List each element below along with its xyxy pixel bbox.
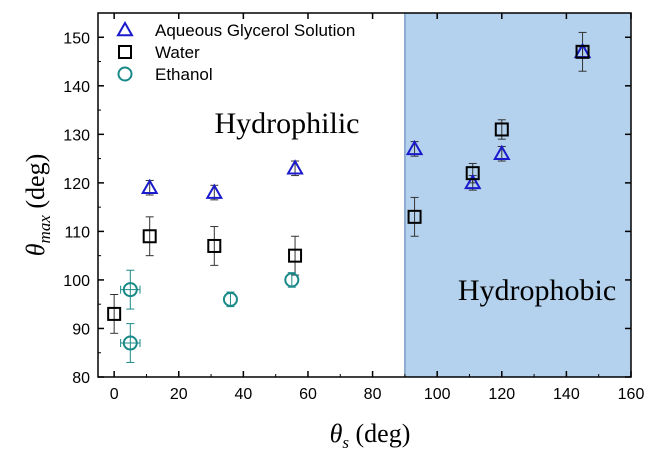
legend-water-marker <box>118 45 132 59</box>
y-tick-label: 80 <box>72 370 90 387</box>
aqueous-glycerol-solution-point <box>286 159 304 175</box>
x-axis-label-symbol: θ <box>330 419 343 448</box>
aqueous-glycerol-solution-point <box>205 183 224 199</box>
aqueous-glycerol-solution-point <box>493 144 511 160</box>
x-axis-label-subscript: s <box>342 433 349 449</box>
ethanol-point <box>284 272 300 288</box>
legend-aqueous-glycerol-solution-marker <box>116 20 134 37</box>
legend-ethanol-label: Ethanol <box>155 65 213 84</box>
y-axis-label-symbol: θ <box>21 243 50 256</box>
water-point <box>465 166 480 181</box>
y-tick-label: 110 <box>64 224 90 241</box>
legend: Aqueous Glycerol Solution Water Ethanol <box>116 20 355 84</box>
points-layer <box>107 42 592 351</box>
legend-ethanol-marker <box>117 66 133 82</box>
ethanol-point <box>122 282 138 298</box>
aqueous-glycerol-solution-point <box>405 139 424 156</box>
region-labels-layer: Hydrophilic Hydrophobic <box>215 107 617 307</box>
y-axis-label-unit: (deg) <box>21 154 50 215</box>
x-tick-label: 160 <box>618 386 645 403</box>
x-tick-label: 0 <box>110 386 119 403</box>
ethanol-point <box>122 335 138 351</box>
x-tick-label: 60 <box>299 386 317 403</box>
x-tick-label: 140 <box>553 386 580 403</box>
legend-water-label: Water <box>155 43 200 62</box>
y-tick-label: 100 <box>63 273 90 290</box>
water-point <box>207 238 222 253</box>
x-tick-label: 80 <box>364 386 382 403</box>
water-point <box>575 44 590 59</box>
regions-layer <box>404 13 631 377</box>
y-tick-label: 150 <box>63 30 90 47</box>
hydrophobic-region <box>404 13 631 377</box>
y-tick-label: 140 <box>63 79 90 96</box>
water-point <box>494 122 509 137</box>
x-tick-label: 40 <box>234 386 252 403</box>
x-axis-label-unit: (deg) <box>349 419 410 448</box>
y-tick-label: 120 <box>63 176 90 193</box>
plot-frame <box>97 12 632 378</box>
y-axis-label-subscript: max <box>35 215 54 244</box>
ethanol-point <box>222 291 238 307</box>
aqueous-glycerol-solution-point <box>463 173 482 190</box>
water-point <box>288 248 303 263</box>
x-tick-label: 20 <box>170 386 188 403</box>
legend-aqueous-glycerol-solution-label: Aqueous Glycerol Solution <box>155 21 355 40</box>
x-tick-label: 100 <box>424 386 451 403</box>
axes-layer: 0 20 40 60 80 100 120 140 160 80 90 100 110 120 130 140… <box>63 12 645 403</box>
y-axis-label: θmax (deg) <box>21 154 54 256</box>
x-axis-label: θs (deg) <box>330 419 411 449</box>
hydrophilic-region-label: Hydrophilic <box>215 107 360 140</box>
water-point <box>107 306 122 321</box>
aqueous-glycerol-solution-point <box>140 178 159 194</box>
y-tick-label: 90 <box>72 321 90 338</box>
water-point <box>407 209 422 224</box>
hydrophobic-region-label: Hydrophobic <box>458 274 616 307</box>
y-tick-label: 130 <box>63 127 90 144</box>
x-tick-label: 120 <box>488 386 515 403</box>
water-point <box>142 229 157 244</box>
